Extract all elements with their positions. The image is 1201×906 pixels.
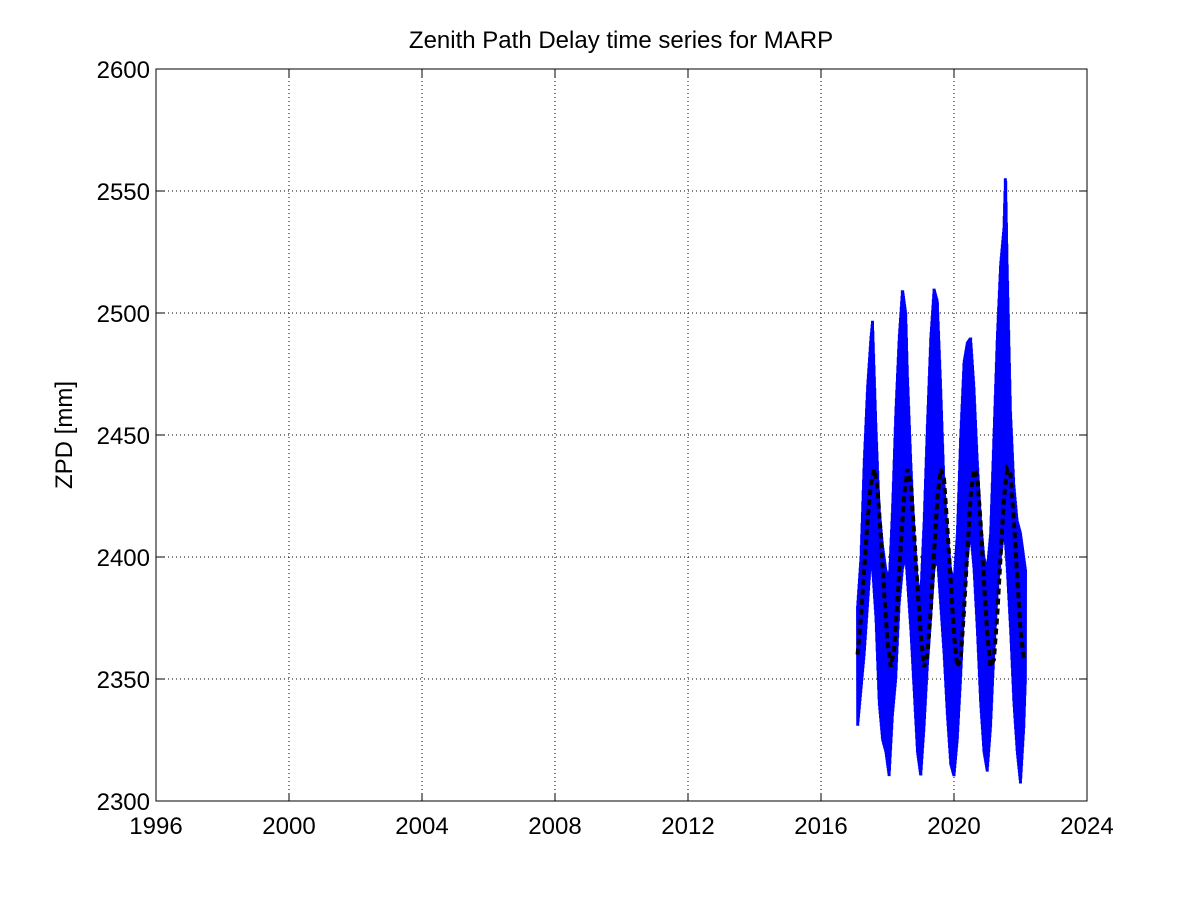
series-observed-zpd-line [856,178,1027,784]
y-tick-label: 2450 [97,423,150,450]
x-tick-label: 2000 [262,813,315,840]
axis-ticks: 1996 2000 2004 2008 2012 2016 2020 2024 2300 2350… [97,57,1114,840]
x-tick-label: 2016 [794,813,847,840]
y-tick-label: 2600 [97,57,150,84]
y-tick-label: 2550 [97,179,150,206]
y-tick-label: 2350 [97,667,150,694]
y-tick-label: 2400 [97,545,150,572]
x-tick-label: 2024 [1060,813,1113,840]
y-tick-label: 2500 [97,301,150,328]
series-model-zpd-dashed-line [855,461,1026,675]
x-tick-label: 2012 [661,813,714,840]
y-axis-label: ZPD [mm] [51,381,78,489]
chart-title: Zenith Path Delay time series for MARP [409,27,833,54]
x-tick-label: 2008 [528,813,581,840]
y-tick-label: 2300 [97,789,150,816]
x-tick-label: 1996 [129,813,182,840]
plot-series [855,178,1027,784]
x-tick-label: 2004 [395,813,448,840]
x-tick-label: 2020 [927,813,980,840]
